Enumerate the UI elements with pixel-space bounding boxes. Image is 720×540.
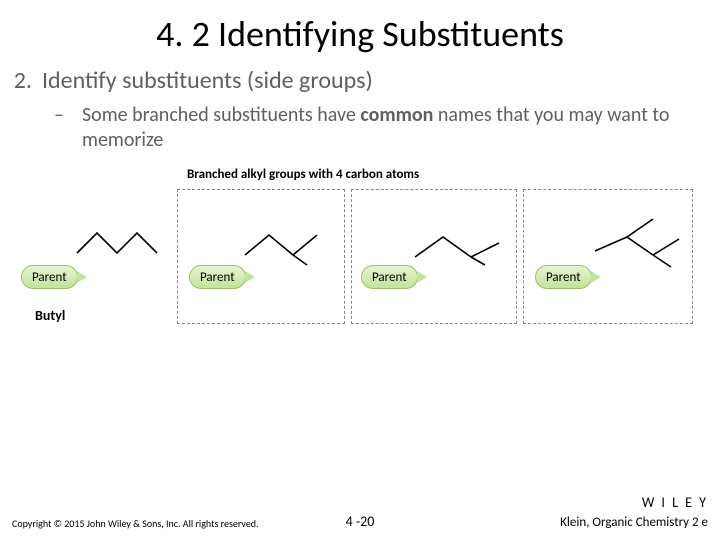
parent-badge-1: Parent xyxy=(21,265,78,289)
parent-badge-4: Parent xyxy=(535,265,592,289)
slide-title: 4. 2 Identifying Substituents xyxy=(0,0,720,66)
list-number: 2. xyxy=(8,66,32,95)
structure-isobutyl xyxy=(413,207,513,267)
list-item-level2: – Some branched substituents have common… xyxy=(8,103,712,153)
level2-common-word: common xyxy=(360,103,433,127)
footer: Copyright © 2015 John Wiley & Sons, Inc.… xyxy=(12,494,708,530)
list-item-level1: 2. Identify substituents (side groups) xyxy=(8,66,712,95)
list-level1-text: Identify substituents (side groups) xyxy=(42,66,373,95)
body-list: 2. Identify substituents (side groups) –… xyxy=(0,66,720,153)
level2-pre: Some branched substituents have xyxy=(82,103,360,127)
alkyl-diagram: Branched alkyl groups with 4 carbon atom… xyxy=(17,167,703,337)
wiley-logo: W I L E Y xyxy=(560,494,708,511)
diagram-title: Branched alkyl groups with 4 carbon atom… xyxy=(187,167,419,182)
parent-badge-3: Parent xyxy=(361,265,418,289)
footer-right: W I L E Y Klein, Organic Chemistry 2 e xyxy=(560,494,708,530)
structure-tert-butyl xyxy=(591,205,691,269)
book-reference: Klein, Organic Chemistry 2 e xyxy=(560,515,708,530)
list-dash: – xyxy=(54,103,64,128)
group-name-butyl: Butyl xyxy=(35,307,65,324)
parent-badge-2: Parent xyxy=(189,265,246,289)
structure-butyl xyxy=(75,213,175,263)
page-number: 4 -20 xyxy=(346,513,375,530)
copyright-text: Copyright © 2015 John Wiley & Sons, Inc.… xyxy=(12,517,259,530)
structure-sec-butyl xyxy=(243,207,343,267)
slide: 4. 2 Identifying Substituents 2. Identif… xyxy=(0,0,720,540)
list-level2-text: Some branched substituents have common n… xyxy=(82,103,712,153)
